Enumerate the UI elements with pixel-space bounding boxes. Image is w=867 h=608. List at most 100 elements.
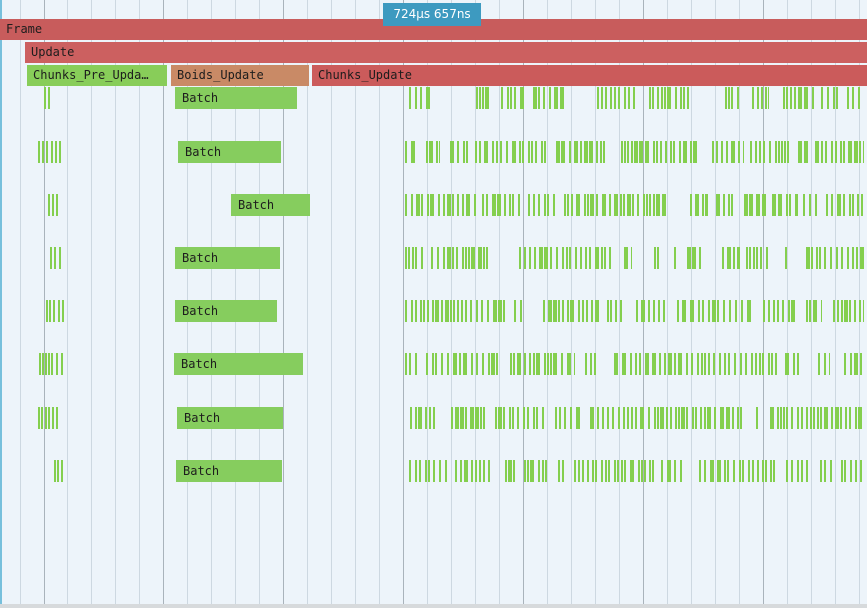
tiny-zone-tick[interactable] [630, 353, 632, 375]
tiny-zone-tick[interactable] [664, 353, 666, 375]
horizontal-scrollbar[interactable] [0, 604, 867, 608]
tiny-zone-tick[interactable] [556, 247, 558, 269]
tiny-zone-tick[interactable] [426, 353, 428, 375]
tiny-zone-tick[interactable] [844, 460, 846, 482]
tiny-zone-tick[interactable] [778, 141, 780, 163]
tiny-zone-tick[interactable] [716, 141, 718, 163]
tiny-zone-tick[interactable] [475, 407, 479, 429]
tiny-zone-tick[interactable] [661, 460, 663, 482]
tiny-zone-tick[interactable] [61, 460, 63, 482]
tiny-zone-tick[interactable] [592, 460, 594, 482]
tiny-zone-tick[interactable] [859, 300, 861, 322]
tiny-zone-tick[interactable] [660, 141, 662, 163]
zone-update[interactable]: Update [25, 42, 867, 63]
tiny-zone-tick[interactable] [727, 460, 729, 482]
tiny-zone-tick[interactable] [409, 353, 411, 375]
tiny-zone-tick[interactable] [795, 194, 798, 216]
tiny-zone-tick[interactable] [415, 407, 417, 429]
tiny-zone-tick[interactable] [53, 300, 55, 322]
tiny-zone-tick[interactable] [582, 460, 584, 482]
tiny-zone-tick[interactable] [733, 247, 735, 269]
tiny-zone-tick[interactable] [809, 300, 811, 322]
tiny-zone-tick[interactable] [782, 300, 784, 322]
tiny-zone-tick[interactable] [55, 141, 57, 163]
tiny-zone-tick[interactable] [717, 460, 721, 482]
tiny-zone-tick[interactable] [514, 87, 516, 109]
tiny-zone-tick[interactable] [429, 141, 433, 163]
tiny-zone-tick[interactable] [666, 407, 668, 429]
tiny-zone-tick[interactable] [470, 407, 474, 429]
tiny-zone-tick[interactable] [559, 407, 561, 429]
tiny-zone-tick[interactable] [512, 194, 514, 216]
tiny-zone-tick[interactable] [562, 247, 564, 269]
tiny-zone-tick[interactable] [460, 407, 464, 429]
tiny-zone-tick[interactable] [445, 460, 447, 482]
tiny-zone-tick[interactable] [560, 87, 564, 109]
tiny-zone-tick[interactable] [769, 141, 771, 163]
tiny-zone-tick[interactable] [791, 300, 795, 322]
tiny-zone-tick[interactable] [763, 300, 765, 322]
tiny-zone-tick[interactable] [596, 141, 598, 163]
tiny-zone-tick[interactable] [476, 353, 478, 375]
tiny-zone-tick[interactable] [571, 194, 573, 216]
tiny-zone-tick[interactable] [641, 460, 643, 482]
tiny-zone-tick[interactable] [620, 194, 622, 216]
tiny-zone-tick[interactable] [39, 353, 41, 375]
tiny-zone-tick[interactable] [415, 247, 417, 269]
tiny-zone-tick[interactable] [584, 141, 588, 163]
tiny-zone-tick[interactable] [657, 407, 659, 429]
tiny-zone-tick[interactable] [821, 141, 823, 163]
tiny-zone-tick[interactable] [852, 247, 854, 269]
tiny-zone-tick[interactable] [595, 460, 597, 482]
tiny-zone-tick[interactable] [724, 460, 726, 482]
tiny-zone-tick[interactable] [741, 300, 743, 322]
tiny-zone-tick[interactable] [849, 300, 851, 322]
tiny-zone-tick[interactable] [621, 460, 623, 482]
tiny-zone-tick[interactable] [544, 141, 546, 163]
tiny-zone-tick[interactable] [471, 353, 473, 375]
tiny-zone-tick[interactable] [856, 247, 858, 269]
tiny-zone-tick[interactable] [427, 194, 429, 216]
tiny-zone-tick[interactable] [59, 247, 61, 269]
tiny-zone-tick[interactable] [441, 353, 443, 375]
tiny-zone-tick[interactable] [841, 300, 843, 322]
tiny-zone-tick[interactable] [466, 194, 470, 216]
tiny-zone-tick[interactable] [749, 247, 751, 269]
tiny-zone-tick[interactable] [815, 194, 817, 216]
tiny-zone-tick[interactable] [421, 247, 423, 269]
tiny-zone-tick[interactable] [445, 300, 449, 322]
tiny-zone-tick[interactable] [639, 353, 641, 375]
tiny-zone-tick[interactable] [777, 300, 779, 322]
tiny-zone-tick[interactable] [798, 141, 802, 163]
tiny-zone-tick[interactable] [486, 194, 488, 216]
tiny-zone-tick[interactable] [847, 247, 849, 269]
tiny-zone-tick[interactable] [544, 247, 548, 269]
tiny-zone-tick[interactable] [810, 407, 812, 429]
tiny-zone-tick[interactable] [813, 407, 815, 429]
tiny-zone-tick[interactable] [476, 87, 478, 109]
tiny-zone-tick[interactable] [544, 194, 546, 216]
tiny-zone-tick[interactable] [719, 353, 721, 375]
tiny-zone-tick[interactable] [781, 141, 783, 163]
tiny-zone-tick[interactable] [590, 407, 594, 429]
tiny-zone-tick[interactable] [519, 141, 521, 163]
tiny-zone-tick[interactable] [788, 300, 790, 322]
tiny-zone-tick[interactable] [564, 194, 566, 216]
tiny-zone-tick[interactable] [48, 353, 50, 375]
tiny-zone-tick[interactable] [465, 247, 467, 269]
tiny-zone-tick[interactable] [547, 353, 549, 375]
tiny-zone-tick[interactable] [860, 460, 862, 482]
tiny-zone-tick[interactable] [528, 194, 530, 216]
tiny-zone-tick[interactable] [536, 353, 540, 375]
tiny-zone-tick[interactable] [405, 353, 407, 375]
tiny-zone-tick[interactable] [482, 353, 484, 375]
tiny-zone-tick[interactable] [575, 247, 577, 269]
tiny-zone-tick[interactable] [618, 407, 620, 429]
tiny-zone-tick[interactable] [841, 247, 843, 269]
tiny-zone-tick[interactable] [831, 407, 833, 429]
tiny-zone-tick[interactable] [412, 247, 414, 269]
tiny-zone-tick[interactable] [766, 247, 768, 269]
tiny-zone-tick[interactable] [621, 141, 623, 163]
tiny-zone-tick[interactable] [707, 407, 711, 429]
tiny-zone-tick[interactable] [491, 353, 495, 375]
